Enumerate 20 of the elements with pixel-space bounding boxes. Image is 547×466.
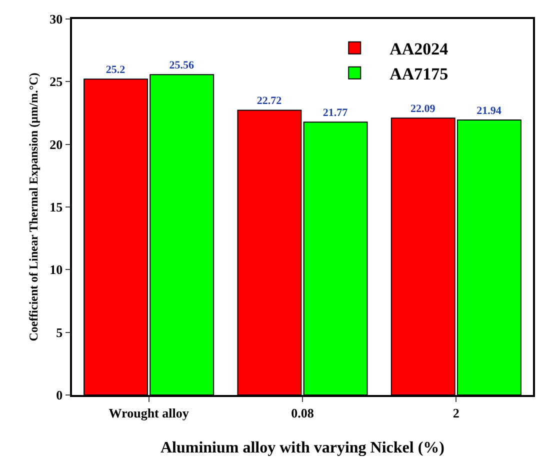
x-tick-label: 2 — [452, 405, 460, 420]
x-tick-label: 0.08 — [291, 405, 314, 420]
legend-label: AA2024 — [390, 39, 449, 58]
data-label: 21.77 — [322, 107, 348, 120]
data-label: 25.56 — [169, 60, 194, 72]
data-label: 22.09 — [410, 103, 436, 116]
legend-label: AA7175 — [390, 64, 448, 84]
y-axis-title: Coefficient of Linear Thermal Expansion (µm/m.°C) — [26, 72, 40, 342]
y-tick-label: 0 — [56, 388, 63, 403]
y-tick-label: 30 — [50, 12, 63, 27]
y-tick-label: 10 — [50, 262, 63, 278]
y-tick-label: 5 — [56, 324, 64, 340]
data-label: 22.72 — [256, 95, 282, 108]
x-axis-title: Aluminium alloy with varying Nickel (%) — [160, 440, 445, 457]
data-label: 25.2 — [106, 64, 126, 76]
y-tick-label: 20 — [50, 136, 63, 152]
data-label: 21.94 — [476, 105, 502, 118]
y-tick-label: 25 — [50, 74, 64, 90]
x-tick-label: Wrought alloy — [108, 405, 190, 420]
y-tick-label: 15 — [50, 200, 64, 215]
